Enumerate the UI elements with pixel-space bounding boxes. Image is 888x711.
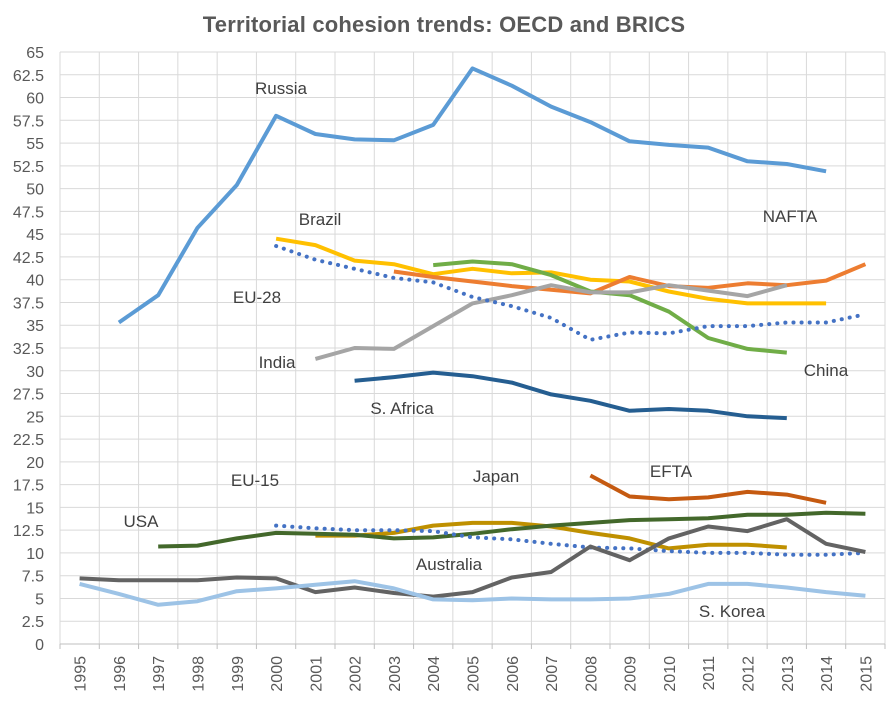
- y-tick-label: 7.5: [22, 569, 44, 586]
- y-tick-label: 35: [26, 318, 44, 335]
- y-tick-label: 45: [26, 227, 44, 244]
- y-tick-label: 22.5: [13, 432, 44, 449]
- series-line-eu-15: [274, 523, 868, 557]
- series-line-usa: [158, 510, 866, 549]
- x-tick-label: 2001: [308, 656, 325, 692]
- series-label-japan: Japan: [473, 467, 519, 486]
- x-tick-label: 2008: [583, 656, 600, 692]
- y-tick-label: 32.5: [13, 341, 44, 358]
- y-tick-label: 10: [26, 546, 44, 563]
- y-tick-label: 12.5: [13, 523, 44, 540]
- series-line-s-africa: [354, 370, 787, 421]
- x-tick-label: 2006: [505, 656, 522, 692]
- y-tick-label: 2.5: [22, 614, 44, 631]
- series-label-russia: Russia: [255, 79, 308, 98]
- y-tick-label: 50: [26, 182, 44, 199]
- y-tick-label: 15: [26, 500, 44, 517]
- x-tick-label: 2014: [819, 656, 836, 692]
- x-tick-label: 2007: [544, 656, 561, 692]
- series-label-china: China: [804, 361, 849, 380]
- series-line-efta: [589, 473, 827, 505]
- y-tick-label: 65: [26, 45, 44, 62]
- y-tick-label: 30: [26, 364, 44, 381]
- series-line-eu-28: [274, 244, 868, 342]
- x-tick-label: 2004: [426, 656, 443, 692]
- y-tick-label: 52.5: [13, 159, 44, 176]
- chart-title: Territorial cohesion trends: OECD and BR…: [202, 12, 686, 37]
- y-tick-label: 57.5: [13, 113, 44, 130]
- series-line-india: [314, 283, 788, 361]
- x-tick-label: 2013: [780, 656, 797, 692]
- series-label-brazil: Brazil: [299, 210, 342, 229]
- x-tick-label: 2015: [858, 656, 875, 692]
- x-tick-label: 2012: [741, 656, 758, 692]
- x-tick-label: 2010: [662, 656, 679, 692]
- series-line-australia: [79, 517, 866, 599]
- y-tick-label: 62.5: [13, 68, 44, 85]
- series-label-australia: Australia: [416, 555, 483, 574]
- axes: 02.557.51012.51517.52022.52527.53032.535…: [13, 45, 886, 692]
- series-labels: Russia Brazil NAFTA China India EU-28 S. Afric…: [124, 79, 849, 621]
- y-tick-label: 20: [26, 455, 44, 472]
- x-tick-label: 2005: [466, 656, 483, 692]
- x-tick-label: 2011: [701, 656, 718, 691]
- y-tick-label: 17.5: [13, 478, 44, 495]
- x-tick-label: 1995: [73, 656, 90, 692]
- x-tick-label: 2002: [348, 656, 365, 692]
- series-label-s-africa: S. Africa: [370, 399, 434, 418]
- series-label-usa: USA: [124, 512, 160, 531]
- x-tick-label: 1998: [191, 656, 208, 692]
- y-tick-label: 5: [35, 591, 44, 608]
- y-tick-label: 40: [26, 273, 44, 290]
- x-tick-label: 1999: [230, 656, 247, 692]
- x-tick-label: 2000: [269, 656, 286, 692]
- series-label-nafta: NAFTA: [763, 207, 818, 226]
- y-tick-label: 37.5: [13, 295, 44, 312]
- y-tick-label: 42.5: [13, 250, 44, 267]
- series-label-efta: EFTA: [650, 462, 693, 481]
- y-tick-label: 60: [26, 91, 44, 108]
- x-tick-label: 1997: [151, 656, 168, 692]
- x-tick-label: 1996: [112, 656, 129, 692]
- series-label-eu-15: EU-15: [231, 471, 279, 490]
- series-label-india: India: [259, 353, 296, 372]
- x-tick-label: 2003: [387, 656, 404, 692]
- series-label-eu-28: EU-28: [233, 288, 281, 307]
- series-line-s-korea: [79, 579, 866, 607]
- series-line-brazil: [275, 236, 827, 306]
- x-tick-label: 2009: [623, 656, 640, 692]
- series-lines: [79, 66, 868, 607]
- series-label-s-korea: S. Korea: [699, 602, 766, 621]
- y-tick-label: 27.5: [13, 387, 44, 404]
- series-line-russia: [117, 66, 827, 325]
- y-tick-label: 0: [35, 637, 44, 654]
- y-tick-label: 47.5: [13, 204, 44, 221]
- y-tick-label: 55: [26, 136, 44, 153]
- y-tick-label: 25: [26, 409, 44, 426]
- gridlines: [59, 51, 886, 644]
